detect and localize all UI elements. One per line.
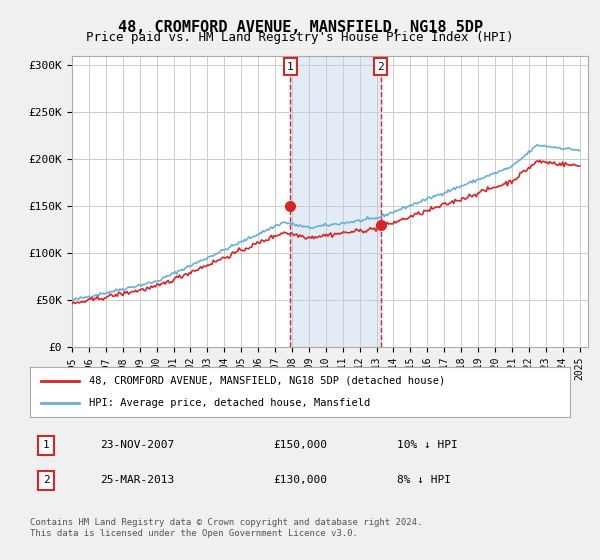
Text: 1: 1 — [43, 440, 50, 450]
Bar — [290, 56, 381, 347]
Text: £150,000: £150,000 — [273, 440, 327, 450]
Text: 23-NOV-2007: 23-NOV-2007 — [100, 440, 175, 450]
Text: 48, CROMFORD AVENUE, MANSFIELD, NG18 5DP (detached house): 48, CROMFORD AVENUE, MANSFIELD, NG18 5DP… — [89, 376, 446, 386]
Text: 8% ↓ HPI: 8% ↓ HPI — [397, 475, 451, 486]
Text: HPI: Average price, detached house, Mansfield: HPI: Average price, detached house, Mans… — [89, 398, 371, 408]
Text: £130,000: £130,000 — [273, 475, 327, 486]
Text: 48, CROMFORD AVENUE, MANSFIELD, NG18 5DP: 48, CROMFORD AVENUE, MANSFIELD, NG18 5DP — [118, 20, 482, 35]
Text: 10% ↓ HPI: 10% ↓ HPI — [397, 440, 458, 450]
Text: 2: 2 — [377, 62, 384, 72]
Text: 1: 1 — [287, 62, 293, 72]
Text: 2: 2 — [43, 475, 50, 486]
Text: 25-MAR-2013: 25-MAR-2013 — [100, 475, 175, 486]
Text: Price paid vs. HM Land Registry's House Price Index (HPI): Price paid vs. HM Land Registry's House … — [86, 31, 514, 44]
Text: Contains HM Land Registry data © Crown copyright and database right 2024.
This d: Contains HM Land Registry data © Crown c… — [30, 518, 422, 538]
